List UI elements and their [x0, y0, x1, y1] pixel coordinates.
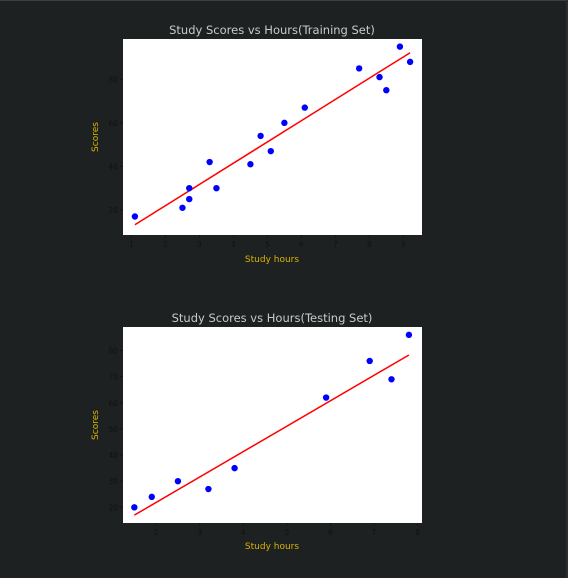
- data-point: [383, 87, 389, 93]
- y-tick-label: 40: [108, 162, 118, 171]
- y-axis-label: Scores: [91, 122, 101, 152]
- data-point: [131, 504, 137, 510]
- y-tick-label: 80: [108, 347, 118, 356]
- training-set-chart: Study Scores vs Hours(Training Set) 1 2 3 4…: [91, 23, 422, 265]
- data-point: [397, 43, 403, 49]
- y-tick-label: 70: [108, 373, 118, 382]
- y-tick-label: 20: [108, 503, 118, 512]
- y-axis-label: Scores: [91, 410, 101, 440]
- data-point: [186, 185, 192, 191]
- x-tick-label: 6: [328, 528, 333, 537]
- data-point: [247, 161, 253, 167]
- data-point: [323, 394, 329, 400]
- x-tick-label: 8: [415, 528, 420, 537]
- data-point: [376, 74, 382, 80]
- plot-area: [123, 39, 422, 235]
- y-tick-label: 80: [108, 75, 118, 84]
- y-tick-label: 20: [108, 206, 118, 215]
- data-point: [257, 133, 263, 139]
- data-point: [206, 159, 212, 165]
- data-point: [356, 65, 362, 71]
- x-tick-label: 7: [333, 240, 338, 249]
- y-tick-label: 50: [108, 425, 118, 434]
- chart-title: Study Scores vs Hours(Testing Set): [172, 311, 373, 325]
- testing-set-chart: Study Scores vs Hours(Testing Set) 2 3 4 5 6…: [91, 311, 422, 552]
- data-point: [281, 120, 287, 126]
- y-tick-label: 60: [108, 399, 118, 408]
- data-point: [268, 148, 274, 154]
- y-tick-label: 30: [108, 477, 118, 486]
- x-tick-label: 5: [284, 528, 289, 537]
- data-point: [186, 196, 192, 202]
- data-point: [388, 376, 394, 382]
- y-tick-label: 60: [108, 119, 118, 128]
- x-tick-label: 6: [299, 240, 304, 249]
- data-point: [366, 358, 372, 364]
- x-tick-label: 5: [265, 240, 270, 249]
- x-axis-label: Study hours: [245, 255, 299, 265]
- x-tick-label: 3: [197, 528, 202, 537]
- x-tick-label: 1: [129, 240, 134, 249]
- data-point: [205, 486, 211, 492]
- x-tick-label: 3: [197, 240, 202, 249]
- x-tick-label: 9: [401, 240, 406, 249]
- plot-area: [123, 327, 422, 523]
- x-tick-label: 4: [231, 240, 236, 249]
- data-point: [302, 104, 308, 110]
- data-point: [407, 59, 413, 65]
- x-tick-label: 2: [154, 528, 159, 537]
- data-point: [175, 478, 181, 484]
- data-point: [132, 213, 138, 219]
- chart-title: Study Scores vs Hours(Training Set): [169, 23, 375, 37]
- data-point: [149, 494, 155, 500]
- data-point: [213, 185, 219, 191]
- x-tick-label: 8: [367, 240, 372, 249]
- x-tick-label: 7: [372, 528, 377, 537]
- data-point: [231, 465, 237, 471]
- data-point: [406, 332, 412, 338]
- data-point: [179, 205, 185, 211]
- x-tick-label: 2: [163, 240, 168, 249]
- x-axis-label: Study hours: [245, 542, 299, 552]
- y-tick-label: 40: [108, 451, 118, 460]
- x-tick-label: 4: [241, 528, 246, 537]
